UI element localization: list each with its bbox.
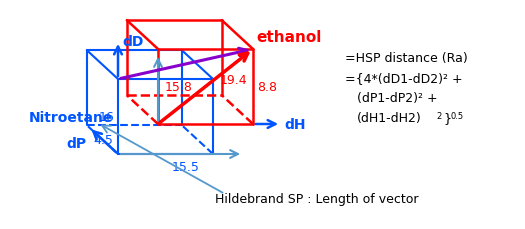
Text: dH: dH [284,117,306,131]
Text: Nitroetane: Nitroetane [29,110,113,124]
Text: 15.8: 15.8 [165,81,193,94]
Text: 19.4: 19.4 [220,73,248,86]
Text: =HSP distance (Ra): =HSP distance (Ra) [345,52,468,65]
Text: (dH1-dH2): (dH1-dH2) [357,112,422,124]
Text: 2: 2 [436,112,441,120]
Text: dD: dD [122,35,143,49]
Text: Hildebrand SP : Length of vector: Hildebrand SP : Length of vector [215,192,418,205]
Text: 8.8: 8.8 [257,81,277,94]
Text: ethanol: ethanol [256,30,321,45]
Text: 0.5: 0.5 [451,112,464,120]
Text: ={4*(dD1-dD2)² +: ={4*(dD1-dD2)² + [345,72,463,85]
Text: dP: dP [66,136,87,150]
Text: }: } [440,112,452,124]
Text: 4.5: 4.5 [93,134,113,146]
Text: 16: 16 [98,111,114,123]
Text: (dP1-dP2)² +: (dP1-dP2)² + [357,92,438,105]
Text: 15.5: 15.5 [172,160,200,173]
